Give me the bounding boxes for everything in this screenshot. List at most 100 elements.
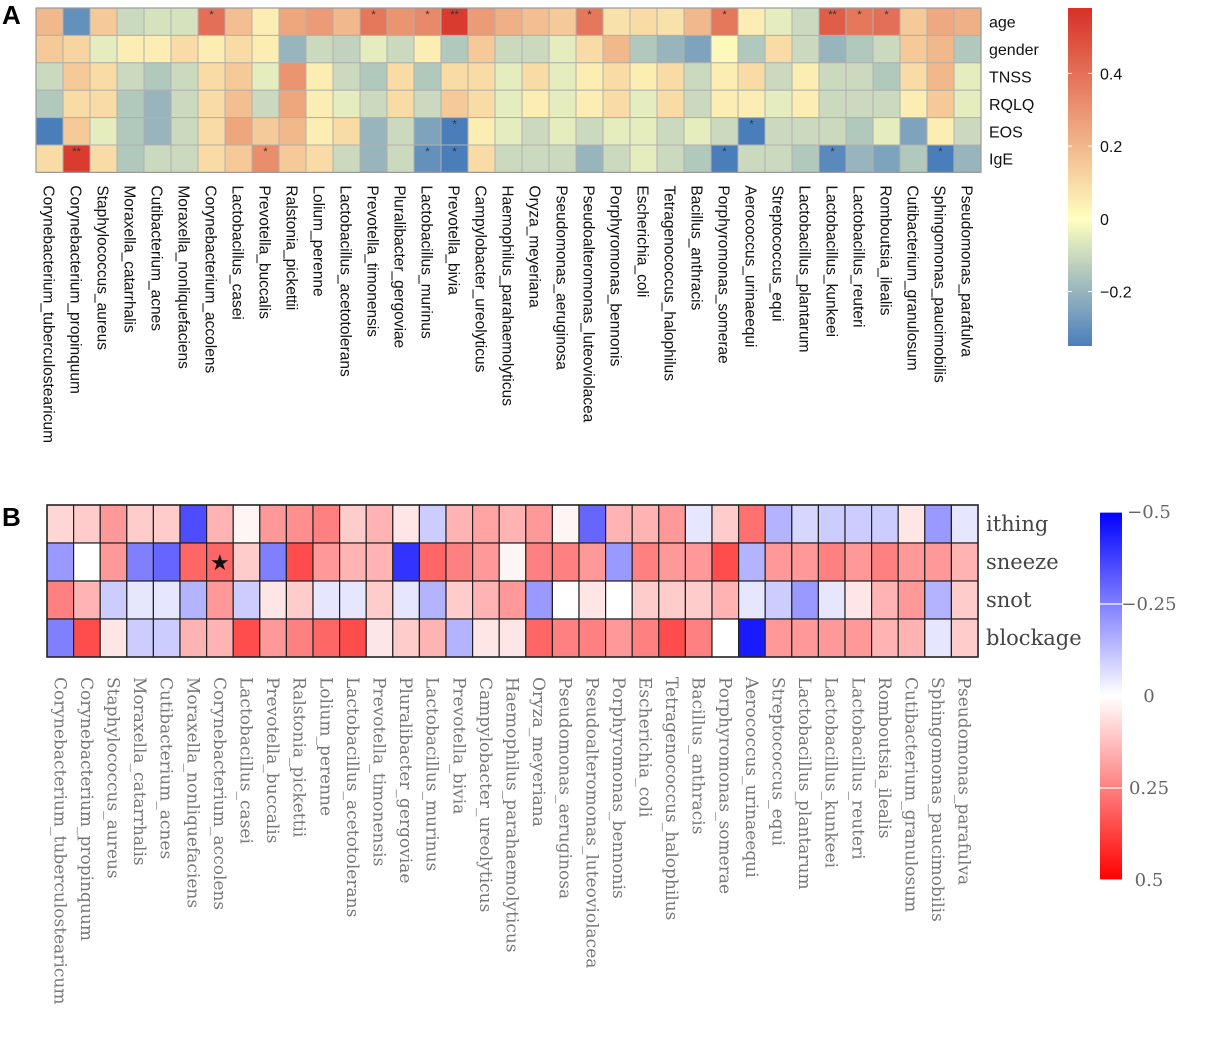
heatmap-a-cell (251, 117, 280, 146)
heatmap-a-cell (764, 34, 793, 64)
heatmap-a-cell (629, 144, 658, 173)
column-label: Moraxella_catarrhalis (121, 185, 138, 333)
heatmap-a-cell (143, 89, 172, 119)
column-label: Lactobacillus_acetotolerans (342, 677, 362, 917)
heatmap-b-cell (737, 504, 766, 544)
heatmap-b-cell (711, 504, 740, 544)
heatmap-a-cell (89, 34, 118, 64)
column-label: Pseudoalteromonas_luteoviolacea (581, 677, 601, 968)
column-label: Ralstonia_pickettii (283, 185, 300, 310)
significance-mark: * (722, 9, 727, 21)
heatmap-a-cell (116, 62, 145, 91)
heatmap-b-cell (152, 580, 181, 620)
heatmap-b-cell (551, 618, 580, 658)
heatmap-b-cell (844, 542, 873, 582)
heatmap-a-cell (872, 117, 901, 146)
heatmap-b-cell (392, 542, 420, 582)
heatmap-b-cell (312, 580, 341, 620)
colorbar-b-tick-label: 0.25 (1129, 778, 1169, 799)
heatmap-a-cell (440, 62, 469, 91)
heatmap-b-cell (924, 580, 952, 620)
heatmap-a-cell (710, 144, 739, 173)
heatmap-a-cell (575, 34, 604, 64)
heatmap-b-cell (817, 542, 846, 582)
heatmap-a-cell (332, 62, 361, 91)
heatmap-a-cell (467, 117, 496, 146)
heatmap-a-cell (548, 89, 577, 119)
heatmap-a-cell (143, 144, 172, 173)
heatmap-a-cell (62, 144, 91, 173)
heatmap-a-cell (143, 34, 172, 64)
heatmap-b-cell (791, 580, 819, 620)
row-label: gender (989, 42, 1039, 59)
heatmap-a-cell (494, 34, 523, 64)
row-label: age (989, 15, 1016, 32)
column-label: Cutibacterium_acnes (148, 185, 165, 331)
heatmap-b-cell (365, 618, 394, 658)
column-label: Pseudoalteromonas_luteoviolacea (580, 185, 597, 422)
heatmap-a-cell (35, 7, 64, 36)
heatmap-b-cell (445, 504, 474, 544)
heatmap-a-cell (224, 7, 253, 36)
row-label: ithing (986, 512, 1048, 536)
heatmap-a-cell (305, 144, 334, 173)
heatmap-a-cell (683, 62, 712, 91)
heatmap-a-cell (872, 89, 901, 119)
heatmap-b-cell (764, 618, 793, 658)
heatmap-a-cell (170, 7, 199, 36)
heatmap-a-cell (521, 144, 550, 173)
heatmap-b-cell (711, 618, 740, 658)
heatmap-b-cell (179, 580, 208, 620)
heatmap-a-row-labels: age gender TNSS RQLQ EOS IgE (989, 15, 1039, 169)
heatmap-b-cell (764, 542, 793, 582)
colorbar-a-tick-label: 0.2 (1100, 139, 1122, 156)
heatmap-b-cell (817, 504, 846, 544)
heatmap-a-cell (278, 89, 307, 119)
heatmap-a-cell (683, 117, 712, 146)
heatmap-a-cell (737, 62, 766, 91)
column-label: Lactobacillus_kunkeei (823, 185, 840, 337)
heatmap-a-cell (602, 7, 631, 36)
row-label: RQLQ (989, 97, 1034, 114)
heatmap-a-cell (926, 62, 955, 91)
heatmap-b-cell (179, 504, 208, 544)
heatmap-b-cell (844, 580, 873, 620)
heatmap-a-cell (305, 89, 334, 119)
heatmap-a-cell (35, 34, 64, 64)
heatmap-b-cell (285, 542, 314, 582)
heatmap-b-cell (259, 580, 287, 620)
column-label: Pluralibacter_gergoviae (395, 677, 415, 883)
column-label: Sphingomonas_paucimobilis (927, 677, 947, 922)
heatmap-b-cell (950, 618, 979, 658)
colorbar-b-tick-label: −0.25 (1121, 594, 1176, 615)
heatmap-a-cell (899, 89, 928, 119)
heatmap-b-cell (604, 618, 633, 658)
heatmap-a-cell (899, 7, 928, 36)
column-label: Aerococcus_urinaeequi (741, 676, 761, 878)
significance-mark: * (371, 9, 376, 21)
heatmap-a-cell (278, 7, 307, 36)
heatmap-b-cell (897, 618, 926, 658)
column-label: Aerococcus_urinaeequi (742, 185, 759, 347)
column-label: Prevotella_buccalis (262, 677, 282, 843)
heatmap-b-cell (870, 542, 899, 582)
heatmap-b-cell (950, 504, 979, 544)
column-label: Haemophilus_parahaemolyticus (499, 185, 516, 406)
heatmap-b-cell (844, 618, 873, 658)
column-label: Campylobacter_ureolyticus (472, 185, 489, 372)
heatmap-a-cell (359, 34, 388, 64)
heatmap-a-cell (116, 117, 145, 146)
heatmap-a-cell (224, 144, 253, 173)
heatmap-a-cell (926, 7, 955, 36)
heatmap-a-cell (521, 34, 550, 64)
heatmap-b-cell (631, 542, 660, 582)
heatmap-b-cell (684, 504, 713, 544)
heatmap-a-cell (710, 62, 739, 91)
heatmap-b-cell (72, 504, 101, 544)
heatmap-b-cell (46, 618, 75, 658)
heatmap-a-cell (197, 117, 226, 146)
heatmap-b-cell (99, 504, 128, 544)
heatmap-b-cell (418, 542, 447, 582)
row-label: sneeze (986, 550, 1059, 574)
heatmap-a-cell (413, 89, 442, 119)
